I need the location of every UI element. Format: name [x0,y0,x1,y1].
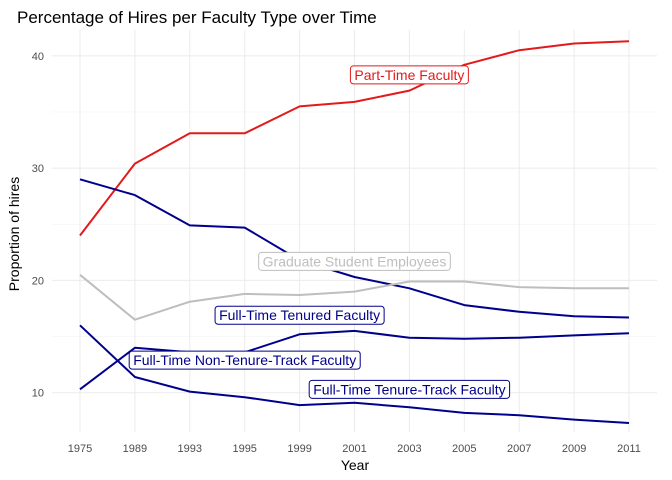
x-tick-label: 2001 [342,443,366,455]
x-tick-label: 2003 [397,443,421,455]
series-line [79,178,630,319]
series-line [79,324,630,424]
x-tick-label: 2009 [562,443,586,455]
series-labels: Part-Time Faculty Graduate Student Employ… [128,65,511,399]
label-text: Graduate Student Employees [263,253,447,269]
y-tick-label: 10 [32,388,44,400]
chart-title: Percentage of Hires per Faculty Type ove… [17,8,377,27]
x-tick-label: 1989 [123,443,147,455]
label-text: Full-Time Tenured Faculty [219,307,380,323]
label-box [258,251,451,271]
x-tick-label: 1975 [68,443,92,455]
y-axis-ticks: 10 20 30 40 [32,51,44,400]
x-tick-label: 2005 [452,443,476,455]
series-line [79,40,630,237]
x-axis-title: Year [341,457,370,473]
label-box [349,65,469,85]
x-tick-label: 2011 [617,443,641,455]
label-box [128,350,361,370]
label-text: Part-Time Faculty [354,67,464,83]
x-tick-label: 2007 [507,443,531,455]
series-label: Full-Time Tenure-Track Faculty [308,379,511,399]
x-tick-label: 1995 [232,443,256,455]
grid [52,30,657,432]
y-tick-label: 30 [32,163,44,175]
series-label: Part-Time Faculty [349,65,469,85]
x-tick-label: 1999 [287,443,311,455]
y-tick-label: 40 [32,51,44,63]
series-label: Full-Time Tenured Faculty [214,305,385,325]
label-box [308,379,511,399]
label-text: Full-Time Non-Tenure-Track Faculty [133,352,356,368]
series-label: Full-Time Non-Tenure-Track Faculty [128,350,361,370]
y-axis-title: Proportion of hires [6,177,22,291]
x-axis-ticks: 1975 1989 1993 1995 1999 2001 2003 2005 2007 2009… [68,443,641,455]
label-text: Full-Time Tenure-Track Faculty [313,381,505,397]
series-label: Graduate Student Employees [258,251,451,271]
label-box [214,305,385,325]
x-tick-label: 1993 [178,443,202,455]
series-line [79,274,629,321]
y-tick-label: 20 [32,275,44,287]
